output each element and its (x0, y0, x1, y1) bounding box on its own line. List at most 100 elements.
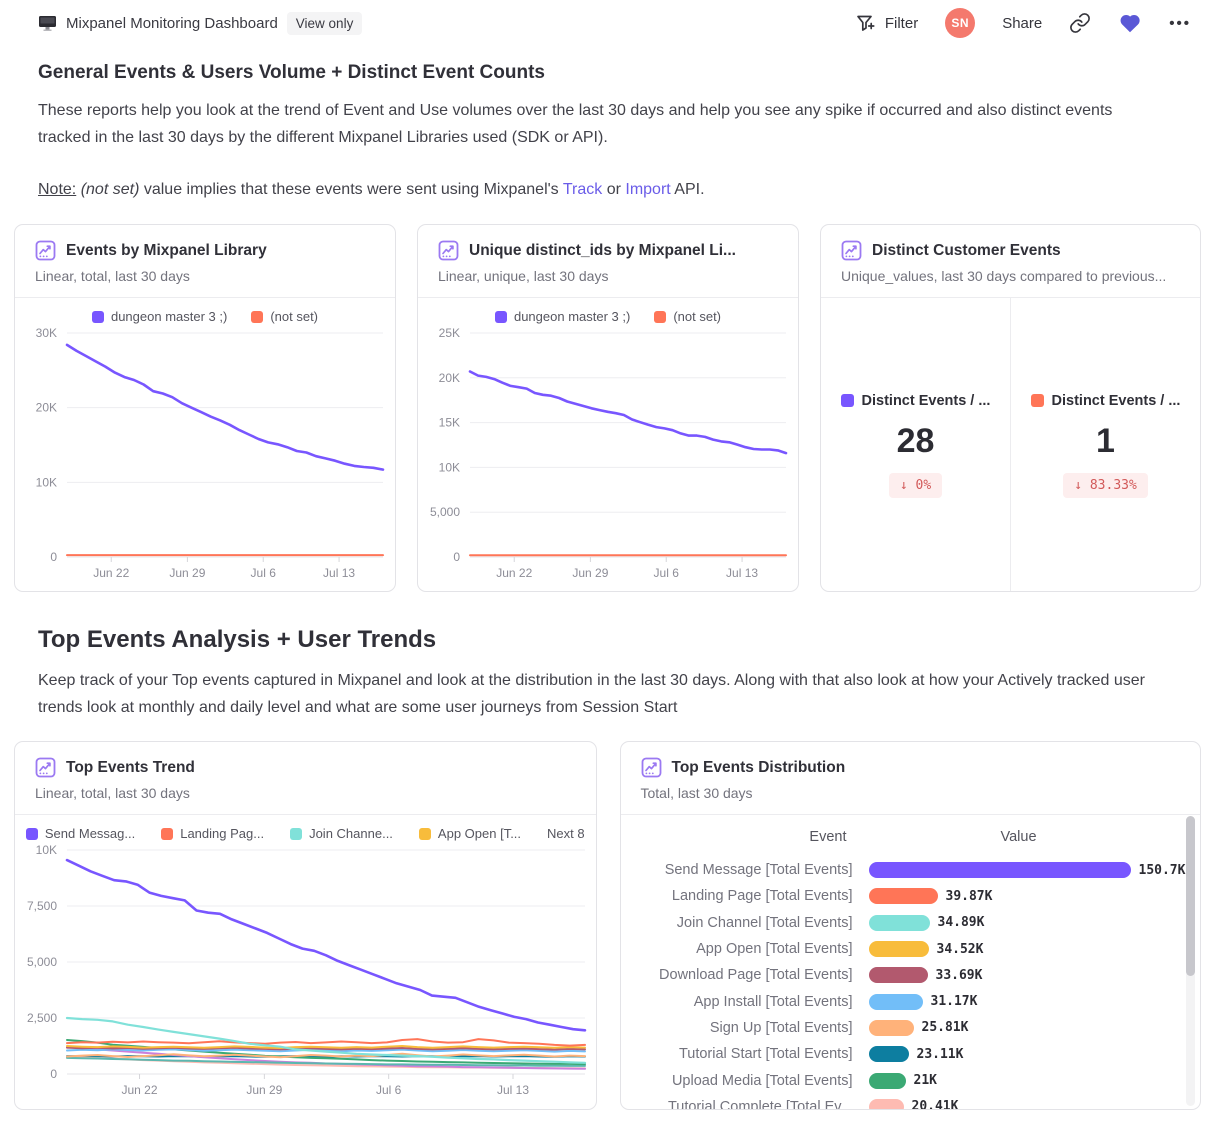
card-title[interactable]: Unique distinct_ids by Mixpanel Li... (469, 241, 736, 259)
card-top-events-trend: Top Events Trend Linear, total, last 30 … (14, 741, 597, 1110)
section1-body: These reports help you look at the trend… (38, 102, 1113, 146)
legend-item[interactable]: dungeon master 3 ;) (91, 309, 228, 324)
legend-label: dungeon master 3 ;) (110, 309, 228, 324)
trend-line-chart[interactable]: 0 2,500 5,000 7,500 10K Jun 22 Jun 29 Jul 6 Jul … (15, 842, 596, 1104)
legend-label: Join Channe... (309, 826, 393, 841)
table-row[interactable]: Tutorial Complete [Total Ev... 20.41K (641, 1094, 1201, 1109)
svg-text:20K: 20K (439, 371, 460, 385)
event-label: Sign Up [Total Events] (709, 1019, 853, 1036)
note-italic: (not set) (80, 181, 140, 198)
card-title[interactable]: Events by Mixpanel Library (66, 241, 267, 259)
card-subtitle: Total, last 30 days (640, 785, 753, 801)
series-next-8-teal- (66, 1056, 586, 1067)
series-app-open-total-events- (66, 1045, 586, 1049)
legend-swatch (25, 827, 38, 840)
line-chart-icon (35, 240, 56, 261)
metric-label-text: Distinct Events / ... (861, 392, 991, 409)
svg-text:Jul 13: Jul 13 (726, 566, 758, 580)
legend-item[interactable]: Landing Pag... (161, 826, 264, 841)
metric-value: 28 (896, 421, 935, 460)
value-bar (868, 1098, 904, 1109)
value-bar (868, 888, 938, 905)
value-bar (868, 914, 930, 931)
table-row[interactable]: Join Channel [Total Events] 34.89K (641, 910, 1201, 936)
scrollbar-thumb[interactable] (1186, 816, 1195, 976)
table-row[interactable]: Upload Media [Total Events] 21K (641, 1067, 1201, 1093)
legend-label: dungeon master 3 ;) (513, 309, 631, 324)
svg-text:Jul 6: Jul 6 (376, 1083, 402, 1097)
table-row[interactable]: Sign Up [Total Events] 25.81K (641, 1015, 1201, 1041)
svg-text:Jun 22: Jun 22 (93, 566, 129, 580)
top-bar: Mixpanel Monitoring Dashboard View only … (14, 0, 1201, 46)
svg-text:Jun 22: Jun 22 (496, 566, 532, 580)
distribution-table: Send Message [Total Events] 150.7K Landing… (641, 857, 1201, 1109)
track-link[interactable]: Track (562, 181, 603, 198)
legend-item[interactable]: Join Channe... (290, 826, 393, 841)
value-bar (868, 1046, 909, 1063)
series-dungeon-master-3- (65, 343, 385, 471)
event-label: Landing Page [Total Events] (671, 888, 853, 905)
svg-text:0: 0 (453, 550, 460, 564)
value-bar (868, 967, 928, 984)
event-label: Tutorial Start [Total Events] (678, 1046, 853, 1063)
import-link[interactable]: Import (625, 181, 671, 198)
monitor-icon (38, 14, 57, 32)
legend-item[interactable]: App Open [T... (418, 826, 521, 841)
value-bar (868, 993, 923, 1010)
table-row[interactable]: Download Page [Total Events] 33.69K (641, 962, 1201, 988)
table-row[interactable]: Landing Page [Total Events] 39.87K (641, 883, 1201, 909)
note-label: Note: (38, 181, 77, 198)
events-line-chart[interactable]: 0 10K 20K 30K Jun 22 Jun 29 Jul 6 Jul 13 (15, 325, 395, 587)
table-header: Event Value (641, 815, 1201, 857)
legend-swatch (494, 310, 507, 323)
metric-label-text: Distinct Events / ... (1051, 392, 1181, 409)
table-row[interactable]: Send Message [Total Events] 150.7K (641, 857, 1201, 883)
svg-text:0: 0 (50, 1067, 57, 1081)
svg-text:10K: 10K (36, 475, 57, 489)
legend-swatch (91, 310, 104, 323)
value-text: 25.81K (921, 1020, 969, 1036)
event-label: App Install [Total Events] (693, 993, 853, 1010)
cards-row-2: Top Events Trend Linear, total, last 30 … (14, 741, 1201, 1110)
legend-item[interactable]: Send Messag... (25, 826, 135, 841)
share-button[interactable]: Share (1002, 14, 1043, 32)
favorite-heart-icon[interactable] (1118, 12, 1142, 34)
value-text: 34.52K (936, 941, 984, 957)
unique-line-chart[interactable]: 0 5,000 10K 15K 20K 25K Jun 22 Jun 29 Jul 6 Jul 1… (418, 325, 798, 587)
legend-item[interactable]: (not set) (251, 309, 318, 324)
series-download-page-total-events- (66, 1046, 586, 1051)
svg-text:Jun 29: Jun 29 (246, 1083, 282, 1097)
legend-swatch (840, 394, 854, 407)
value-bar (868, 1019, 914, 1036)
table-row[interactable]: App Install [Total Events] 31.17K (641, 988, 1201, 1014)
more-menu-button[interactable]: ••• (1169, 14, 1191, 32)
value-text: 23.11K (916, 1046, 964, 1062)
event-label: App Open [Total Events] (696, 941, 853, 958)
card-title[interactable]: Top Events Distribution (671, 758, 846, 776)
avatar[interactable]: SN (945, 8, 976, 38)
section2-body: Keep track of your Top events captured i… (38, 672, 1145, 716)
legend-item[interactable]: dungeon master 3 ;) (494, 309, 631, 324)
value-bar (868, 862, 1131, 879)
cards-row-1: Events by Mixpanel Library Linear, total… (14, 224, 1201, 592)
legend-item[interactable]: (not set) (654, 309, 721, 324)
metric-columns: Distinct Events / ... 28 ↓ 0% Distinct Even… (821, 298, 1200, 591)
metric-column: Distinct Events / ... 1 ↓ 83.33% (1010, 298, 1200, 591)
table-row[interactable]: App Open [Total Events] 34.52K (641, 936, 1201, 962)
metric-delta-badge: ↓ 0% (888, 472, 943, 498)
svg-text:5,000: 5,000 (27, 955, 57, 969)
filter-button[interactable]: Filter (856, 14, 918, 33)
table-row[interactable]: Tutorial Start [Total Events] 23.11K (641, 1041, 1201, 1067)
card-subtitle: Linear, total, last 30 days (35, 785, 190, 801)
value-text: 39.87K (945, 888, 993, 904)
filter-icon (856, 14, 877, 33)
column-header-event: Event (809, 829, 847, 845)
legend-item[interactable]: Next 8 (547, 826, 585, 841)
card-title[interactable]: Distinct Customer Events (872, 241, 1061, 259)
copy-link-icon[interactable] (1069, 12, 1091, 34)
svg-text:10K: 10K (36, 843, 57, 857)
metric-label: Distinct Events / ... (840, 392, 991, 409)
filter-label: Filter (884, 14, 919, 32)
card-title[interactable]: Top Events Trend (66, 758, 195, 776)
scrollbar-track[interactable] (1186, 816, 1195, 1106)
